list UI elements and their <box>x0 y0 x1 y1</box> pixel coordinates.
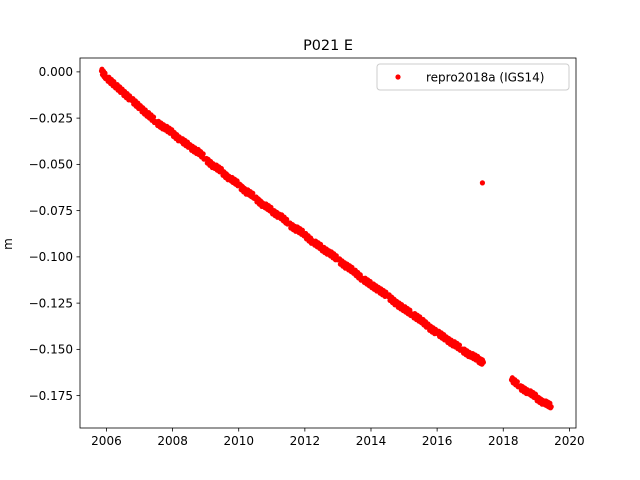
data-point <box>514 379 520 385</box>
x-tick-label: 2006 <box>91 434 122 448</box>
data-point <box>299 227 305 233</box>
data-point <box>480 359 487 365</box>
y-tick-label: 0.000 <box>39 65 73 79</box>
data-point <box>456 342 463 348</box>
legend-box <box>376 63 570 91</box>
data-point <box>150 114 157 120</box>
y-axis-ticks: 0.000 −0.025 −0.050 −0.075 −0.100 −0.125 −0.15… <box>29 65 80 403</box>
x-tick-label: 2020 <box>554 434 585 448</box>
data-point <box>284 216 290 222</box>
legend-marker <box>395 74 401 80</box>
chart-title: P021 E <box>303 38 353 54</box>
y-tick-label: −0.025 <box>29 111 73 125</box>
data-point <box>333 253 339 259</box>
y-tick-label: −0.175 <box>29 389 73 403</box>
x-tick-label: 2018 <box>488 434 519 448</box>
y-axis-label: m <box>1 238 15 250</box>
x-tick-label: 2008 <box>157 434 188 448</box>
y-tick-label: −0.100 <box>29 250 73 264</box>
data-point <box>548 404 554 410</box>
y-tick-label: −0.075 <box>29 204 73 218</box>
x-tick-label: 2010 <box>223 434 254 448</box>
data-point <box>479 180 486 186</box>
data-points <box>98 66 554 411</box>
plot-area-frame <box>79 57 577 429</box>
x-tick-label: 2012 <box>290 434 321 448</box>
data-point <box>200 151 206 157</box>
y-tick-label: −0.050 <box>29 158 73 172</box>
x-tick-label: 2014 <box>356 434 387 448</box>
legend-label: repro2018a (IGS14) <box>426 71 544 85</box>
x-axis-ticks: 2006 2008 2010 2012 2014 2016 2018 2020 <box>91 428 585 448</box>
x-tick-label: 2016 <box>422 434 453 448</box>
data-point <box>250 190 256 196</box>
y-tick-label: −0.125 <box>29 296 73 310</box>
legend: repro2018a (IGS14) <box>376 63 570 91</box>
y-tick-label: −0.150 <box>29 343 73 357</box>
